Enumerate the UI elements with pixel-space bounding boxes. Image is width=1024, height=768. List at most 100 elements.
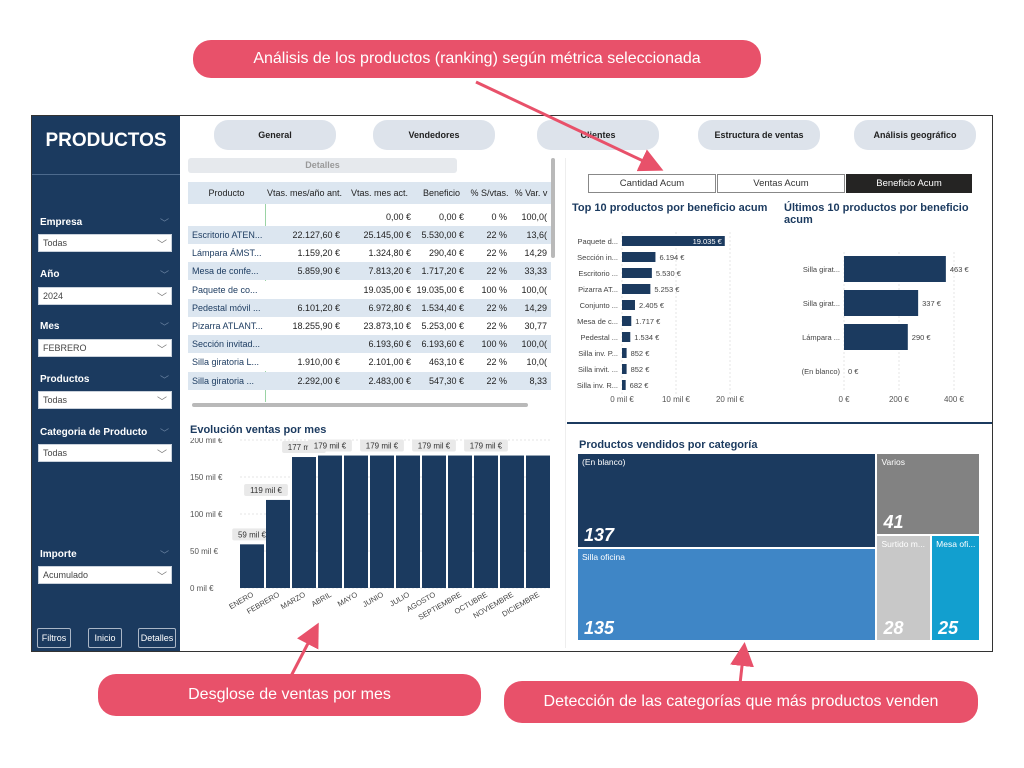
filter-productos-select[interactable]: Todas ﹀ — [38, 391, 172, 409]
filter-empresa-value: Todas — [43, 238, 68, 248]
chevron-down-icon[interactable]: ﹀ — [160, 322, 170, 332]
table-row[interactable] — [188, 335, 551, 354]
callout-top: Análisis de los productos (ranking) segú… — [193, 40, 761, 78]
bar[interactable] — [422, 455, 446, 588]
table-header-cell[interactable]: Beneficio — [422, 188, 461, 198]
table-row[interactable] — [188, 371, 551, 390]
metric-ventas-acum[interactable]: Ventas Acum — [717, 174, 845, 193]
table-row[interactable] — [188, 317, 551, 335]
bar[interactable] — [622, 268, 652, 278]
table-row[interactable] — [188, 280, 551, 299]
bar[interactable] — [292, 457, 316, 588]
treemap-tile-value: 28 — [883, 618, 904, 638]
y-tick-label: 200 mil € — [190, 438, 223, 445]
bar[interactable] — [500, 455, 524, 588]
table-header-cell[interactable]: Vtas. mes/año ant. — [266, 188, 343, 198]
ultimos10-title: Últimos 10 productos por beneficio acum — [784, 202, 969, 226]
filter-categoria-label: Categoria de Producto — [40, 427, 148, 438]
bar[interactable] — [622, 316, 632, 326]
table-cell: Lámpara ÁMST... — [192, 248, 262, 259]
filter-mes-select[interactable]: FEBRERO ﹀ — [38, 339, 172, 357]
bar[interactable] — [318, 455, 342, 588]
y-tick-label: 50 mil € — [190, 547, 219, 556]
treemap-tile[interactable]: Surtido m... 28 — [877, 536, 931, 640]
x-tick-label: 10 mil € — [662, 395, 691, 404]
x-tick-label: 20 mil € — [716, 395, 745, 404]
table-row[interactable] — [188, 353, 551, 372]
treemap-tile[interactable]: Varios 41 — [877, 454, 979, 534]
table-row[interactable] — [188, 226, 551, 244]
table-vscrollbar[interactable] — [551, 158, 555, 258]
bar[interactable] — [266, 499, 290, 588]
bar[interactable] — [622, 252, 656, 262]
bar[interactable] — [622, 332, 631, 342]
filter-ano-select[interactable]: 2024 ﹀ — [38, 287, 172, 305]
tab-general[interactable]: General — [214, 120, 336, 150]
chevron-down-icon[interactable]: ﹀ — [160, 428, 170, 438]
svg-text:179 mil €: 179 mil € — [470, 442, 503, 451]
bar[interactable] — [622, 364, 627, 374]
bar[interactable] — [844, 324, 908, 350]
table-cell: 7.813,20 € — [368, 266, 411, 277]
bar[interactable] — [844, 256, 946, 282]
filter-categoria-select[interactable]: Todas ﹀ — [38, 444, 172, 462]
category-label: Paquete d... — [578, 237, 618, 246]
table-header-cell[interactable]: Vtas. mes act. — [350, 188, 409, 198]
table-cell: 6.193,60 € — [421, 339, 464, 350]
bar[interactable] — [622, 348, 627, 358]
chevron-down-icon[interactable]: ﹀ — [160, 550, 170, 560]
tab-vendedores[interactable]: Vendedores — [373, 120, 495, 150]
bar[interactable] — [344, 455, 368, 588]
filter-empresa-select[interactable]: Todas ﹀ — [38, 234, 172, 252]
category-label: (En blanco) — [802, 367, 841, 376]
filter-importe-select[interactable]: Acumulado ﹀ — [38, 566, 172, 584]
table-cell: 23.873,10 € — [363, 321, 411, 331]
chevron-down-icon: ﹀ — [157, 397, 167, 408]
data-label: 463 € — [950, 265, 970, 274]
data-label: 179 mil € — [412, 439, 456, 452]
inicio-button[interactable]: Inicio — [88, 628, 122, 648]
bar[interactable] — [396, 455, 420, 588]
bar[interactable] — [622, 236, 725, 246]
table-hscrollbar[interactable] — [192, 403, 528, 407]
bar[interactable] — [240, 544, 264, 588]
table-cell: 1.717,20 € — [421, 266, 464, 277]
bar[interactable] — [844, 290, 919, 316]
detalles-header[interactable]: Detalles — [188, 158, 457, 173]
table-row[interactable] — [188, 244, 551, 263]
table-header-cell[interactable]: Producto — [208, 188, 245, 198]
tab-analisis-geografico[interactable]: Análisis geográfico — [854, 120, 976, 150]
table-cell: 22 % — [486, 266, 507, 277]
bar[interactable] — [622, 380, 626, 390]
bar[interactable] — [448, 455, 472, 588]
table-cell: Pedestal móvil ... — [192, 302, 261, 313]
chevron-down-icon[interactable]: ﹀ — [160, 218, 170, 228]
table-cell: 19.035,00 € — [416, 284, 464, 295]
table-header-cell[interactable]: % Var. v — [514, 188, 548, 198]
chevron-down-icon[interactable]: ﹀ — [160, 270, 170, 280]
bar[interactable] — [622, 300, 635, 310]
bar[interactable] — [622, 284, 651, 294]
treemap-tile[interactable]: (En blanco) 137 — [578, 454, 876, 547]
table-row[interactable] — [188, 262, 551, 281]
chevron-down-icon[interactable]: ﹀ — [160, 375, 170, 385]
metric-beneficio-acum[interactable]: Beneficio Acum — [846, 174, 972, 193]
category-label: Silla girat... — [803, 265, 840, 274]
table-row[interactable] — [188, 298, 551, 317]
data-label: 0 € — [848, 367, 859, 376]
category-label: Lámpara ... — [802, 333, 840, 342]
filtros-button[interactable]: Filtros — [37, 628, 71, 648]
table-cell: 2.483,00 € — [368, 375, 411, 386]
detalles-button[interactable]: Detalles — [138, 628, 176, 648]
tab-clientes[interactable]: Clientes — [537, 120, 659, 150]
filter-ano-label: Año — [40, 269, 60, 280]
metric-cantidad-acum[interactable]: Cantidad Acum — [588, 174, 716, 193]
treemap-tile[interactable]: Mesa ofi... 25 — [932, 536, 979, 640]
treemap-tile[interactable]: Silla oficina 135 — [578, 548, 876, 640]
table-cell: 2.292,00 € — [297, 375, 340, 386]
tab-estructura-ventas[interactable]: Estructura de ventas — [698, 120, 820, 150]
bar[interactable] — [474, 455, 498, 588]
bar[interactable] — [370, 455, 394, 588]
bar[interactable] — [526, 455, 550, 588]
table-header-cell[interactable]: % S/vtas. — [470, 188, 509, 198]
